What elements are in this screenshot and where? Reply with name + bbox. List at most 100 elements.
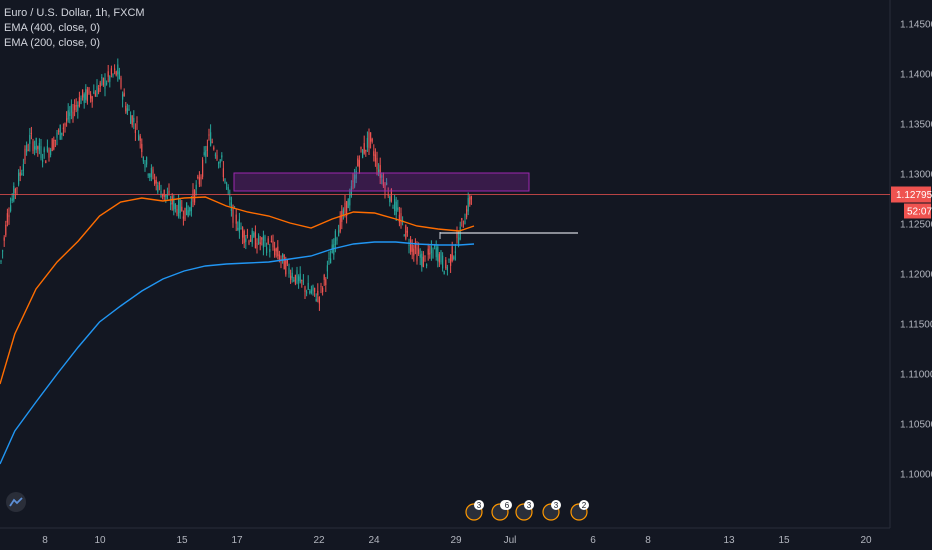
candle-body [157, 185, 159, 193]
candle-body [413, 248, 415, 256]
candle-body [229, 196, 231, 201]
y-tick-label: 1.12500 [900, 220, 932, 231]
candle-body [118, 71, 120, 79]
candle-body [314, 287, 316, 293]
candle-body [382, 179, 384, 187]
y-tick-label: 1.11000 [900, 370, 932, 381]
candle-body [467, 198, 469, 212]
candle-body [266, 247, 268, 254]
candle-body [469, 196, 471, 205]
candle-body [434, 244, 436, 247]
candle-body [416, 247, 418, 262]
candle-body [26, 145, 28, 153]
candle-body [154, 179, 156, 184]
candle-body [149, 173, 151, 178]
y-tick-label: 1.10000 [900, 470, 932, 481]
candle-body [240, 227, 242, 230]
event-count-badge [474, 500, 484, 510]
resistance-zone [233, 172, 530, 192]
candle-body [42, 159, 44, 162]
candle-body [86, 89, 88, 102]
candle-body [293, 279, 295, 281]
candle-body [410, 239, 412, 252]
candle-body [5, 224, 7, 236]
event-count: 2 [582, 501, 587, 510]
candle-body [370, 132, 372, 142]
candle-body [130, 115, 132, 124]
candle-body [120, 77, 122, 88]
candle-body [349, 194, 351, 206]
candle-body [456, 233, 458, 239]
candle-body [458, 237, 460, 246]
candle-body [165, 194, 167, 197]
candle-body [333, 244, 335, 255]
event-count-badge [551, 500, 561, 510]
candle-body [64, 123, 66, 126]
candle-body [362, 149, 364, 158]
candle-body [246, 234, 248, 236]
x-tick-label: 8 [42, 535, 48, 546]
y-tick-label: 1.14500 [900, 20, 932, 31]
candle-body [346, 201, 348, 216]
candle-body [464, 220, 466, 225]
candle-body [32, 141, 34, 151]
candle-body [110, 68, 112, 75]
candle-body [326, 265, 328, 272]
event-count: 3 [477, 501, 482, 510]
candle-body [59, 124, 61, 140]
candle-body [13, 185, 15, 201]
candle-body [306, 291, 308, 294]
candle-body [386, 182, 388, 185]
candle-body [206, 146, 208, 151]
candle-body [117, 64, 119, 75]
candle-body [256, 242, 258, 249]
candle-body [414, 242, 416, 249]
legend-symbol[interactable]: Euro / U.S. Dollar, 1h, FXCM [4, 7, 145, 19]
candle-body [398, 214, 400, 223]
candle-body [214, 154, 216, 156]
candle-body [226, 183, 228, 185]
candle-body [278, 254, 280, 262]
tradingview-logo-icon[interactable] [6, 492, 26, 512]
candle-body [381, 175, 383, 178]
candle-body [128, 108, 130, 111]
candle-body [432, 249, 434, 258]
candle-body [384, 183, 386, 192]
candle-body [3, 237, 5, 241]
candle-body [387, 194, 389, 196]
event-count-badge [524, 500, 534, 510]
candle-body [178, 199, 180, 217]
candle-body [8, 214, 10, 218]
candle-body [61, 132, 63, 135]
candle-body [437, 246, 439, 262]
candle-body [173, 199, 175, 211]
candle-body [301, 280, 303, 282]
x-tick-label: 17 [231, 535, 243, 546]
candle-body [242, 227, 244, 238]
candle-body [107, 71, 109, 77]
candle-body [146, 157, 148, 165]
candle-body [395, 201, 397, 215]
candle-body [325, 279, 327, 286]
ema-400-line [0, 241, 475, 465]
x-tick-label: 10 [94, 535, 106, 546]
y-tick-label: 1.14000 [900, 70, 932, 81]
candle-body [339, 216, 341, 232]
x-tick-label: 13 [723, 535, 735, 546]
candle-body [435, 247, 437, 258]
x-tick-label: 6 [590, 535, 596, 546]
legend-ema-400[interactable]: EMA (400, close, 0) [4, 22, 100, 34]
x-tick-label: 15 [176, 535, 188, 546]
candle-body [50, 149, 52, 155]
legend-ema-200[interactable]: EMA (200, close, 0) [4, 37, 100, 49]
candle-body [360, 146, 362, 149]
candle-body [245, 238, 247, 242]
candle-body [102, 78, 104, 86]
candle-body [109, 76, 111, 82]
candle-body [357, 158, 359, 167]
price-tag-bg [891, 186, 931, 203]
candle-body [96, 85, 98, 97]
candle-body [170, 203, 172, 205]
candle-body [448, 259, 450, 261]
